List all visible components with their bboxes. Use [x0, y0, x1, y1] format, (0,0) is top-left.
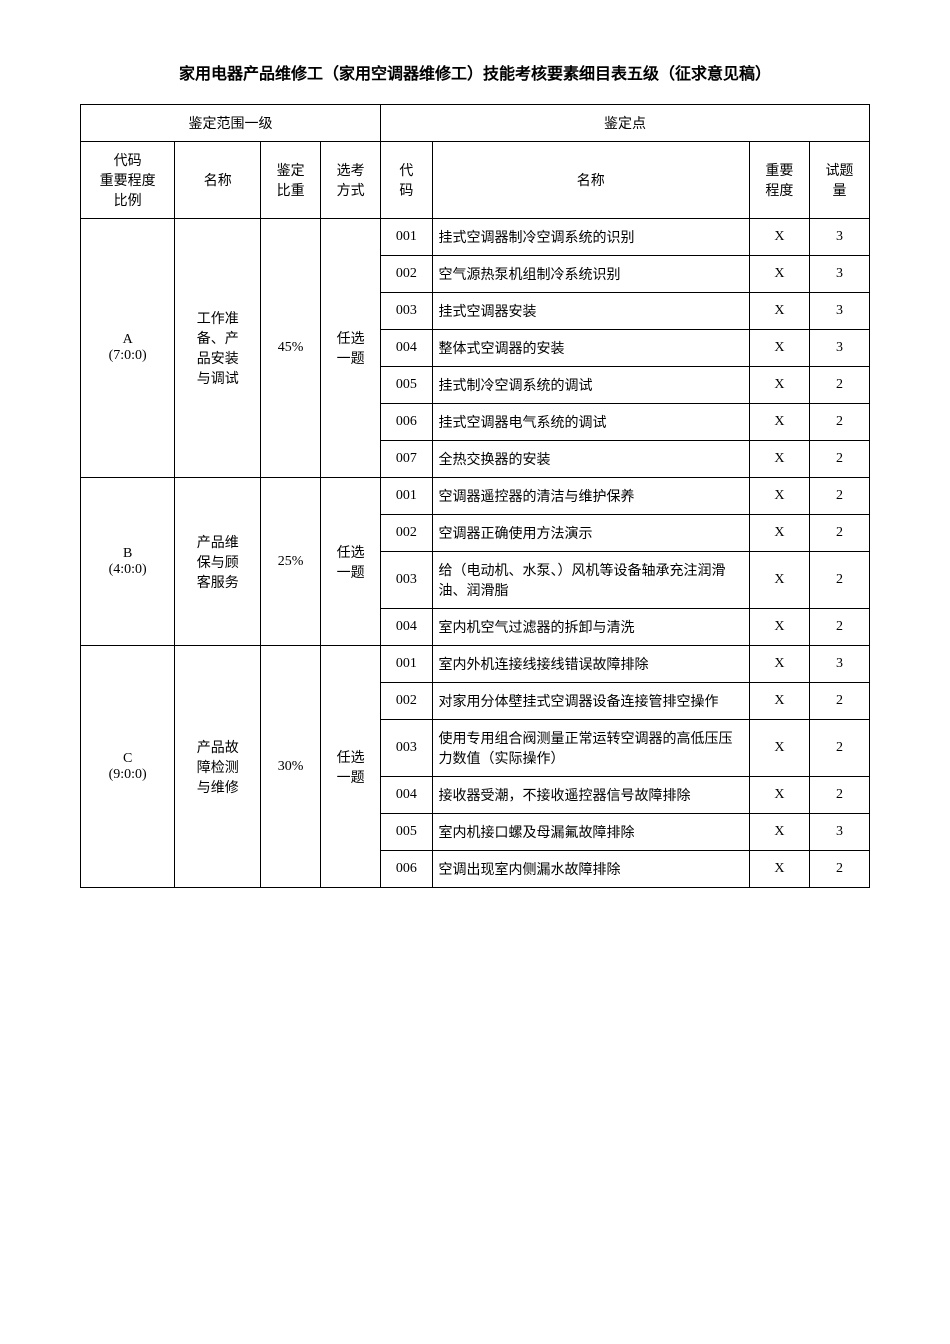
cell-num: 006 — [381, 851, 432, 888]
cell-qty: 2 — [809, 609, 869, 646]
cell-point: 室内机空气过滤器的拆卸与清洗 — [432, 609, 749, 646]
group-method: 任选一题 — [321, 478, 381, 646]
header-point-group: 鉴定点 — [381, 105, 870, 142]
cell-num: 002 — [381, 515, 432, 552]
cell-imp: X — [749, 478, 809, 515]
cell-point: 空气源热泵机组制冷系统识别 — [432, 256, 749, 293]
cell-qty: 3 — [809, 219, 869, 256]
group-weight: 25% — [261, 478, 321, 646]
cell-point: 全热交换器的安装 — [432, 441, 749, 478]
table-body: A(7:0:0)工作准备、产品安装与调试45%任选一题001挂式空调器制冷空调系… — [81, 219, 870, 888]
cell-qty: 2 — [809, 441, 869, 478]
group-name: 产品维保与顾客服务 — [175, 478, 261, 646]
cell-imp: X — [749, 851, 809, 888]
table-header-row-2: 代码重要程度比例 名称 鉴定比重 选考方式 代码 名称 重要程度 试题量 — [81, 142, 870, 219]
table-row: B(4:0:0)产品维保与顾客服务25%任选一题001空调器遥控器的清洁与维护保… — [81, 478, 870, 515]
cell-point: 室内外机连接线接线错误故障排除 — [432, 646, 749, 683]
cell-num: 002 — [381, 683, 432, 720]
cell-imp: X — [749, 404, 809, 441]
header-weight: 鉴定比重 — [261, 142, 321, 219]
cell-num: 003 — [381, 720, 432, 777]
cell-qty: 3 — [809, 814, 869, 851]
group-method: 任选一题 — [321, 646, 381, 888]
table-row: A(7:0:0)工作准备、产品安装与调试45%任选一题001挂式空调器制冷空调系… — [81, 219, 870, 256]
header-qty: 试题量 — [809, 142, 869, 219]
cell-num: 007 — [381, 441, 432, 478]
cell-point: 挂式制冷空调系统的调试 — [432, 367, 749, 404]
group-code: B(4:0:0) — [81, 478, 175, 646]
cell-qty: 3 — [809, 330, 869, 367]
cell-qty: 2 — [809, 683, 869, 720]
cell-qty: 2 — [809, 367, 869, 404]
group-code: C(9:0:0) — [81, 646, 175, 888]
cell-imp: X — [749, 814, 809, 851]
group-code: A(7:0:0) — [81, 219, 175, 478]
cell-num: 002 — [381, 256, 432, 293]
cell-point: 整体式空调器的安装 — [432, 330, 749, 367]
cell-num: 004 — [381, 609, 432, 646]
cell-point: 使用专用组合阀测量正常运转空调器的高低压压力数值（实际操作） — [432, 720, 749, 777]
cell-qty: 3 — [809, 293, 869, 330]
cell-qty: 2 — [809, 478, 869, 515]
cell-qty: 3 — [809, 256, 869, 293]
cell-num: 003 — [381, 293, 432, 330]
cell-imp: X — [749, 367, 809, 404]
table-header-row-1: 鉴定范围一级 鉴定点 — [81, 105, 870, 142]
cell-qty: 2 — [809, 552, 869, 609]
cell-num: 001 — [381, 478, 432, 515]
cell-imp: X — [749, 293, 809, 330]
header-scope-group: 鉴定范围一级 — [81, 105, 381, 142]
cell-num: 001 — [381, 646, 432, 683]
cell-num: 004 — [381, 777, 432, 814]
cell-point: 对家用分体壁挂式空调器设备连接管排空操作 — [432, 683, 749, 720]
assessment-table: 鉴定范围一级 鉴定点 代码重要程度比例 名称 鉴定比重 选考方式 代码 名称 重… — [80, 104, 870, 888]
header-importance: 重要程度 — [749, 142, 809, 219]
table-row: C(9:0:0)产品故障检测与维修30%任选一题001室内外机连接线接线错误故障… — [81, 646, 870, 683]
cell-point: 挂式空调器电气系统的调试 — [432, 404, 749, 441]
cell-num: 001 — [381, 219, 432, 256]
cell-imp: X — [749, 515, 809, 552]
cell-imp: X — [749, 646, 809, 683]
cell-imp: X — [749, 219, 809, 256]
cell-num: 003 — [381, 552, 432, 609]
cell-qty: 3 — [809, 646, 869, 683]
cell-point: 挂式空调器制冷空调系统的识别 — [432, 219, 749, 256]
cell-point: 给（电动机、水泵、）风机等设备轴承充注润滑油、润滑脂 — [432, 552, 749, 609]
cell-qty: 2 — [809, 851, 869, 888]
group-method: 任选一题 — [321, 219, 381, 478]
group-name: 产品故障检测与维修 — [175, 646, 261, 888]
group-weight: 30% — [261, 646, 321, 888]
cell-imp: X — [749, 683, 809, 720]
cell-qty: 2 — [809, 720, 869, 777]
cell-imp: X — [749, 609, 809, 646]
header-method: 选考方式 — [321, 142, 381, 219]
header-name: 名称 — [175, 142, 261, 219]
cell-imp: X — [749, 552, 809, 609]
group-name: 工作准备、产品安装与调试 — [175, 219, 261, 478]
cell-point: 挂式空调器安装 — [432, 293, 749, 330]
header-point-name: 名称 — [432, 142, 749, 219]
cell-point: 接收器受潮，不接收遥控器信号故障排除 — [432, 777, 749, 814]
cell-imp: X — [749, 256, 809, 293]
cell-imp: X — [749, 441, 809, 478]
cell-qty: 2 — [809, 515, 869, 552]
group-weight: 45% — [261, 219, 321, 478]
cell-point: 空调器正确使用方法演示 — [432, 515, 749, 552]
cell-qty: 2 — [809, 404, 869, 441]
cell-imp: X — [749, 330, 809, 367]
cell-point: 空调器遥控器的清洁与维护保养 — [432, 478, 749, 515]
cell-point: 空调出现室内侧漏水故障排除 — [432, 851, 749, 888]
cell-num: 006 — [381, 404, 432, 441]
cell-point: 室内机接口螺及母漏氟故障排除 — [432, 814, 749, 851]
page-title: 家用电器产品维修工（家用空调器维修工）技能考核要素细目表五级（征求意见稿） — [80, 60, 870, 84]
header-code: 代码重要程度比例 — [81, 142, 175, 219]
header-num: 代码 — [381, 142, 432, 219]
cell-num: 005 — [381, 367, 432, 404]
cell-qty: 2 — [809, 777, 869, 814]
cell-num: 004 — [381, 330, 432, 367]
cell-imp: X — [749, 720, 809, 777]
cell-imp: X — [749, 777, 809, 814]
cell-num: 005 — [381, 814, 432, 851]
